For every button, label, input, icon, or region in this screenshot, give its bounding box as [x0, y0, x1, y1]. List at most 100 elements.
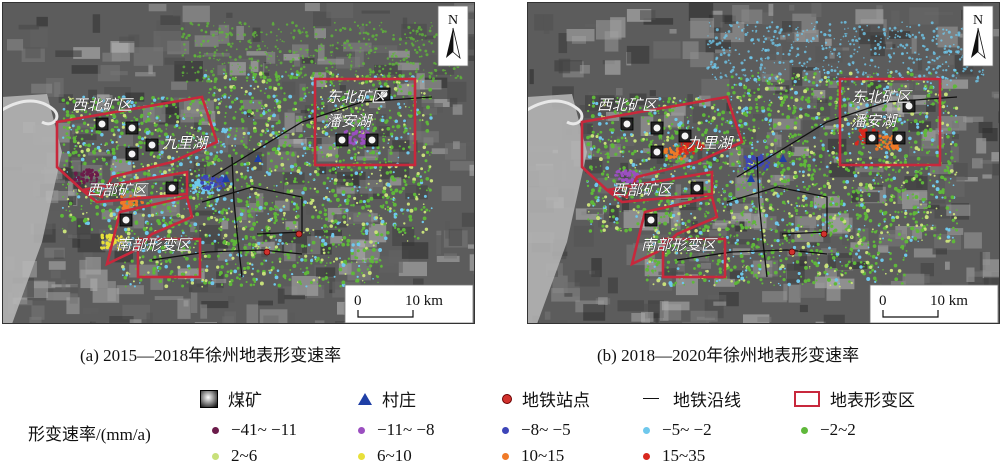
deformation-point [758, 253, 761, 256]
deformation-point [160, 140, 165, 145]
deformation-point [243, 162, 247, 166]
deformation-point [149, 106, 154, 110]
deformation-point [299, 134, 302, 136]
deformation-point [230, 279, 234, 283]
deformation-point [198, 121, 202, 126]
deformation-point [345, 182, 350, 187]
deformation-point [356, 275, 359, 278]
deformation-point [239, 283, 244, 287]
terrain-patch [821, 248, 837, 256]
deformation-point [114, 193, 117, 197]
deformation-point [352, 147, 356, 151]
deformation-point [239, 107, 243, 111]
deformation-point [419, 187, 422, 190]
deformation-point [741, 259, 745, 263]
terrain-patch [360, 112, 373, 134]
deformation-point [421, 220, 425, 224]
deformation-point [212, 68, 215, 70]
deformation-point [264, 239, 268, 243]
deformation-point [141, 255, 145, 259]
deformation-point [411, 43, 415, 47]
deformation-point [361, 96, 365, 100]
deformation-point [615, 99, 618, 102]
deformation-point [169, 210, 172, 213]
deformation-point [591, 104, 595, 108]
deformation-point [925, 112, 929, 115]
deformation-point [289, 189, 293, 193]
terrain-patch [254, 111, 276, 120]
deformation-point [256, 85, 260, 88]
deformation-point [285, 23, 289, 26]
terrain-patch [674, 265, 702, 275]
deformation-point [751, 223, 754, 225]
deformation-point [411, 133, 414, 136]
deformation-point [283, 253, 286, 256]
deformation-point [238, 55, 242, 59]
deformation-point [173, 178, 178, 183]
deformation-point [200, 240, 205, 245]
deformation-point [196, 108, 199, 112]
deformation-point [211, 33, 215, 37]
deformation-point [248, 66, 252, 70]
deformation-point [67, 152, 72, 157]
deformation-point [374, 65, 377, 67]
deformation-point [331, 167, 336, 171]
deformation-point [402, 147, 406, 151]
deformation-point [315, 190, 320, 194]
deformation-point [331, 89, 335, 93]
deformation-point [122, 175, 126, 179]
terrain-patch [300, 109, 308, 114]
deformation-point [324, 84, 328, 88]
deformation-point [95, 130, 99, 134]
deformation-point [267, 57, 270, 60]
deformation-point [313, 205, 317, 209]
deformation-point [206, 163, 211, 167]
deformation-point [117, 144, 120, 147]
deformation-point [115, 208, 120, 213]
deformation-point [72, 136, 77, 141]
deformation-point [188, 146, 191, 148]
terrain-patch [294, 57, 300, 67]
deformation-point [233, 77, 237, 81]
deformation-point [362, 109, 365, 111]
deformation-point [162, 182, 165, 185]
deformation-point [318, 71, 322, 76]
deformation-point [382, 135, 384, 138]
terrain-patch [640, 10, 656, 20]
deformation-point [395, 80, 399, 84]
deformation-point [82, 219, 87, 223]
coal-mine-highlight [128, 124, 136, 132]
deformation-point [162, 223, 167, 228]
deformation-point [172, 204, 175, 207]
terrain-patch [69, 293, 78, 304]
deformation-point [350, 251, 354, 256]
deformation-point [268, 271, 272, 274]
deformation-point [392, 33, 395, 37]
deformation-point [395, 214, 398, 217]
deformation-point [153, 182, 155, 185]
deformation-point [201, 280, 203, 283]
deformation-point [242, 266, 247, 271]
deformation-point [328, 60, 331, 64]
deformation-point [203, 164, 207, 167]
deformation-point [164, 284, 169, 289]
deformation-point [298, 135, 301, 139]
deformation-point [220, 251, 223, 254]
deformation-point [653, 166, 656, 169]
deformation-point [920, 131, 923, 135]
terrain-patch [182, 279, 197, 288]
deformation-point [252, 222, 257, 226]
deformation-point [205, 174, 209, 179]
deformation-point [362, 200, 366, 204]
deformation-point [444, 69, 446, 72]
deformation-point [835, 252, 840, 256]
terrain-patch [335, 56, 360, 69]
terrain-patch [891, 10, 900, 27]
terrain-patch [55, 50, 82, 57]
deformation-point [404, 42, 408, 45]
deformation-point [167, 229, 172, 234]
deformation-point [280, 162, 285, 167]
deformation-point [344, 260, 347, 262]
deformation-point [422, 216, 427, 221]
deformation-point [755, 105, 759, 110]
